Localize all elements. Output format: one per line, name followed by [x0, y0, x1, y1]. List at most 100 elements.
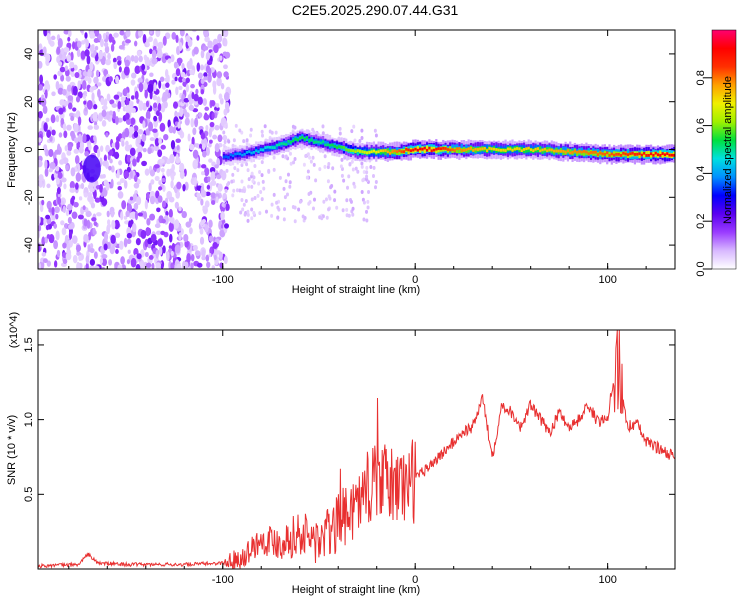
noise-speckle: [71, 195, 76, 201]
noise-speckle: [103, 41, 109, 48]
noise-speckle: [210, 99, 216, 107]
noise-speckle: [57, 171, 63, 179]
noise-speckle: [342, 178, 346, 183]
noise-speckle: [153, 145, 160, 152]
noise-speckle: [175, 34, 179, 44]
noise-speckle: [199, 236, 205, 245]
ridge-cell: [583, 150, 586, 156]
noise-speckle: [131, 222, 137, 233]
noise-speckle: [351, 206, 355, 211]
noise-speckle: [60, 47, 65, 55]
noise-speckle: [72, 85, 78, 96]
noise-speckle: [212, 134, 218, 140]
noise-speckle: [127, 249, 131, 254]
noise-speckle: [50, 35, 56, 41]
noise-speckle: [288, 180, 292, 185]
noise-speckle: [63, 30, 70, 35]
ridge-cell: [356, 150, 359, 156]
noise-speckle: [251, 179, 255, 184]
ridge-cell: [393, 149, 396, 153]
noise-speckle: [97, 88, 101, 98]
colorbar: 0.0 0.2 0.4 0.6 0.8 Normalized spectral ampl…: [695, 29, 737, 277]
noise-speckle: [217, 33, 223, 43]
ridge-cell: [606, 151, 609, 155]
noise-speckle: [40, 97, 47, 107]
ridge-cell: [359, 150, 362, 153]
noise-speckle: [223, 124, 227, 129]
colorbar-tick-label: 0.6: [695, 118, 707, 133]
noise-speckle: [186, 253, 191, 263]
noise-speckle: [101, 266, 105, 269]
noise-speckle: [87, 125, 93, 130]
noise-speckle: [91, 92, 95, 102]
noise-speckle: [263, 124, 267, 129]
ridge-cell: [324, 143, 327, 147]
noise-speckle: [145, 226, 151, 237]
noise-speckle: [178, 232, 182, 241]
ridge-cell: [271, 146, 274, 149]
noise-speckle: [84, 151, 90, 157]
noise-speckle: [170, 250, 174, 257]
ridge-cell: [333, 144, 336, 148]
ridge-cell: [562, 149, 565, 153]
ridge-cell: [409, 149, 413, 153]
ridge-cell: [317, 140, 320, 144]
noise-speckle: [175, 138, 181, 144]
noise-speckle: [92, 112, 98, 123]
noise-speckle: [210, 180, 217, 186]
noise-speckle: [45, 117, 50, 123]
noise-speckle: [200, 132, 206, 140]
noise-speckle: [130, 257, 137, 268]
ridge-cell: [451, 148, 454, 151]
noise-speckle: [93, 265, 100, 269]
noise-speckle: [165, 82, 170, 88]
noise-speckle: [163, 133, 169, 141]
noise-speckle: [99, 145, 104, 153]
noise-speckle: [88, 144, 92, 151]
noise-speckle: [53, 240, 59, 250]
noise-speckle: [201, 249, 206, 259]
noise-speckle: [108, 33, 113, 43]
colorbar-tick-label: 0.2: [695, 214, 707, 229]
noise-speckle: [151, 49, 157, 60]
ridge-cell: [428, 146, 431, 152]
noise-speckle: [233, 166, 237, 171]
noise-speckle: [190, 262, 194, 269]
noise-speckle: [282, 186, 286, 191]
noise-speckle: [103, 154, 107, 163]
noise-speckle: [284, 179, 288, 184]
ridge-cell: [352, 149, 355, 153]
noise-speckle: [93, 251, 98, 259]
ridge-cell: [229, 153, 232, 159]
noise-speckle: [253, 195, 257, 200]
noise-speckle: [361, 178, 365, 183]
noise-speckle: [113, 151, 120, 160]
noise-speckle: [64, 234, 69, 244]
ridge-cell: [453, 149, 456, 152]
noise-speckle: [56, 249, 61, 258]
ridge-cell: [328, 143, 332, 147]
ridge-cell: [248, 150, 251, 154]
noise-speckle: [143, 211, 148, 220]
noise-speckle: [202, 205, 207, 210]
noise-speckle: [250, 171, 254, 176]
ridge-cell: [656, 153, 660, 157]
noise-speckle: [159, 158, 165, 164]
noise-speckle: [259, 189, 263, 194]
noise-speckle: [171, 242, 176, 253]
ridge-cell: [633, 153, 637, 156]
noise-speckle: [74, 182, 79, 190]
noise-speckle: [178, 206, 182, 212]
noise-speckle: [200, 164, 207, 169]
noise-speckle: [257, 181, 261, 186]
noise-speckle: [205, 124, 209, 132]
noise-speckle: [192, 108, 199, 113]
noise-speckle: [206, 184, 211, 190]
noise-speckle: [208, 252, 212, 258]
noise-speckle: [169, 233, 173, 243]
colorbar-bar: [711, 29, 737, 270]
ridge-cell: [375, 150, 378, 154]
noise-speckle: [219, 55, 223, 61]
noise-speckle: [112, 57, 117, 63]
noise-speckle: [145, 110, 151, 121]
